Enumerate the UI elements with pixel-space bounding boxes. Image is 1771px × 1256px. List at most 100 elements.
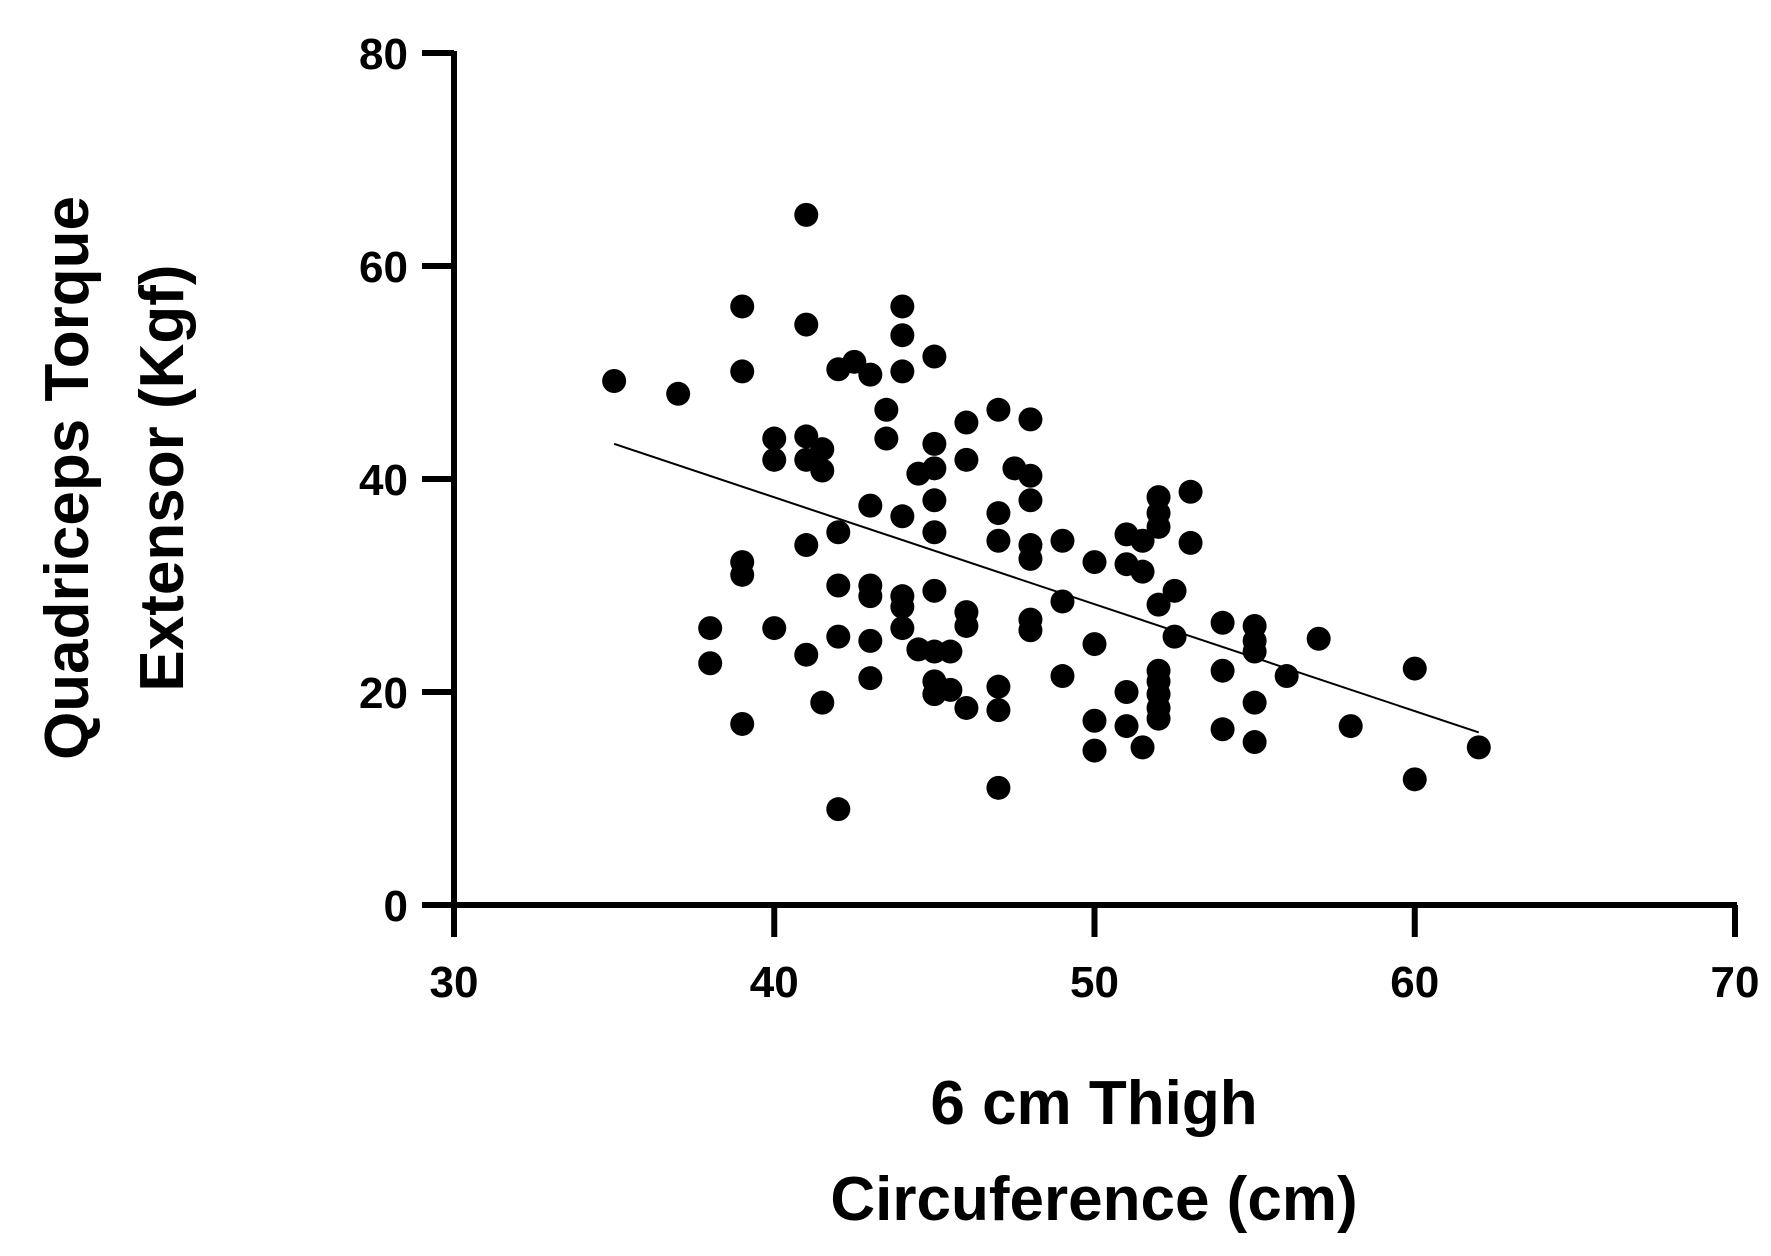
data-point [762,616,787,641]
x-tick-label: 50 [1070,958,1119,1007]
data-point [874,397,899,422]
data-point [826,573,851,598]
data-point [730,711,755,736]
data-point [730,562,755,587]
data-point [938,677,963,702]
data-point [922,578,947,603]
x-axis-title-line: 6 cm Thigh [930,1069,1257,1138]
data-point [794,533,819,558]
data-point [1466,735,1491,760]
data-point [794,642,819,667]
data-point [1018,618,1043,643]
data-point [1114,680,1139,704]
data-point [1210,717,1235,742]
data-point [1210,610,1235,635]
y-axis-title-line: Extensor (Kgf) [128,264,197,691]
data-point [794,202,819,227]
data-point [810,437,835,462]
data-point [1114,714,1139,739]
data-point [986,698,1011,723]
data-point [986,528,1011,553]
data-point [986,397,1011,422]
data-point [1210,658,1235,683]
data-point [666,381,691,406]
data-point [1402,656,1427,681]
x-tick-label: 40 [750,958,799,1007]
x-tick-label: 60 [1390,958,1439,1007]
x-axis-title-line: Circuference (cm) [830,1165,1357,1234]
data-point [1146,592,1171,617]
x-tick-label: 30 [430,958,479,1007]
y-tick-label: 80 [359,30,408,79]
data-point [874,426,899,451]
y-tick-label: 0 [384,882,408,931]
data-point [858,628,883,653]
y-axis-title-line: Quadriceps Torque [33,196,102,760]
trendline-group [613,442,1480,734]
data-point [826,624,851,649]
data-point [810,458,835,483]
data-point [1162,624,1187,649]
data-point [1274,664,1299,689]
data-point [698,616,723,641]
data-point [890,616,915,641]
data-point [922,431,947,456]
data-point [858,666,883,691]
data-point [1338,714,1363,739]
trendline [613,442,1480,734]
data-point [986,775,1011,800]
data-point [1146,706,1171,731]
data-point [1082,632,1107,657]
axes: 30 40 50 60 70 0 20 40 60 80 [359,30,1759,1007]
data-point [986,674,1011,699]
data-point [890,359,915,384]
data-point [1018,407,1043,432]
data-point [1050,528,1075,553]
x-axis-title: 6 cm Thigh Circuference (cm) [830,1069,1357,1234]
data-point [826,520,851,545]
data-point [922,488,947,513]
data-point [954,447,979,472]
data-point [1018,488,1043,513]
data-point [1130,559,1155,584]
data-point [826,797,851,822]
data-point [1130,735,1155,760]
data-point [1242,690,1267,715]
y-tick-label: 20 [359,669,408,718]
data-point [842,349,867,374]
data-point [922,456,947,481]
data-point [1082,550,1107,575]
data-point [1050,589,1075,614]
data-point [890,323,915,348]
data-point [730,294,755,319]
data-point [858,362,883,387]
data-point [922,520,947,545]
data-point [1146,514,1171,539]
data-point [794,312,819,337]
data-point [1178,479,1203,504]
data-point [986,501,1011,526]
data-point [890,294,915,319]
data-point [890,594,915,619]
data-point [938,639,963,664]
data-point [1018,463,1043,488]
y-tick-label: 40 [359,456,408,505]
y-axis-title: Quadriceps Torque Extensor (Kgf) [33,196,197,760]
data-points [602,202,1491,822]
data-point [858,584,883,609]
data-point [890,504,915,529]
data-point [1130,528,1155,553]
data-point [1082,738,1107,763]
data-point [858,493,883,518]
x-tick-label: 70 [1711,958,1760,1007]
data-point [762,426,787,451]
data-point [1050,664,1075,689]
data-point [1178,530,1203,555]
data-point [698,651,723,676]
data-point [922,344,947,369]
data-point [730,359,755,384]
data-point [1018,546,1043,571]
data-point [1242,730,1267,755]
data-point [602,369,627,394]
data-point [1242,639,1267,664]
